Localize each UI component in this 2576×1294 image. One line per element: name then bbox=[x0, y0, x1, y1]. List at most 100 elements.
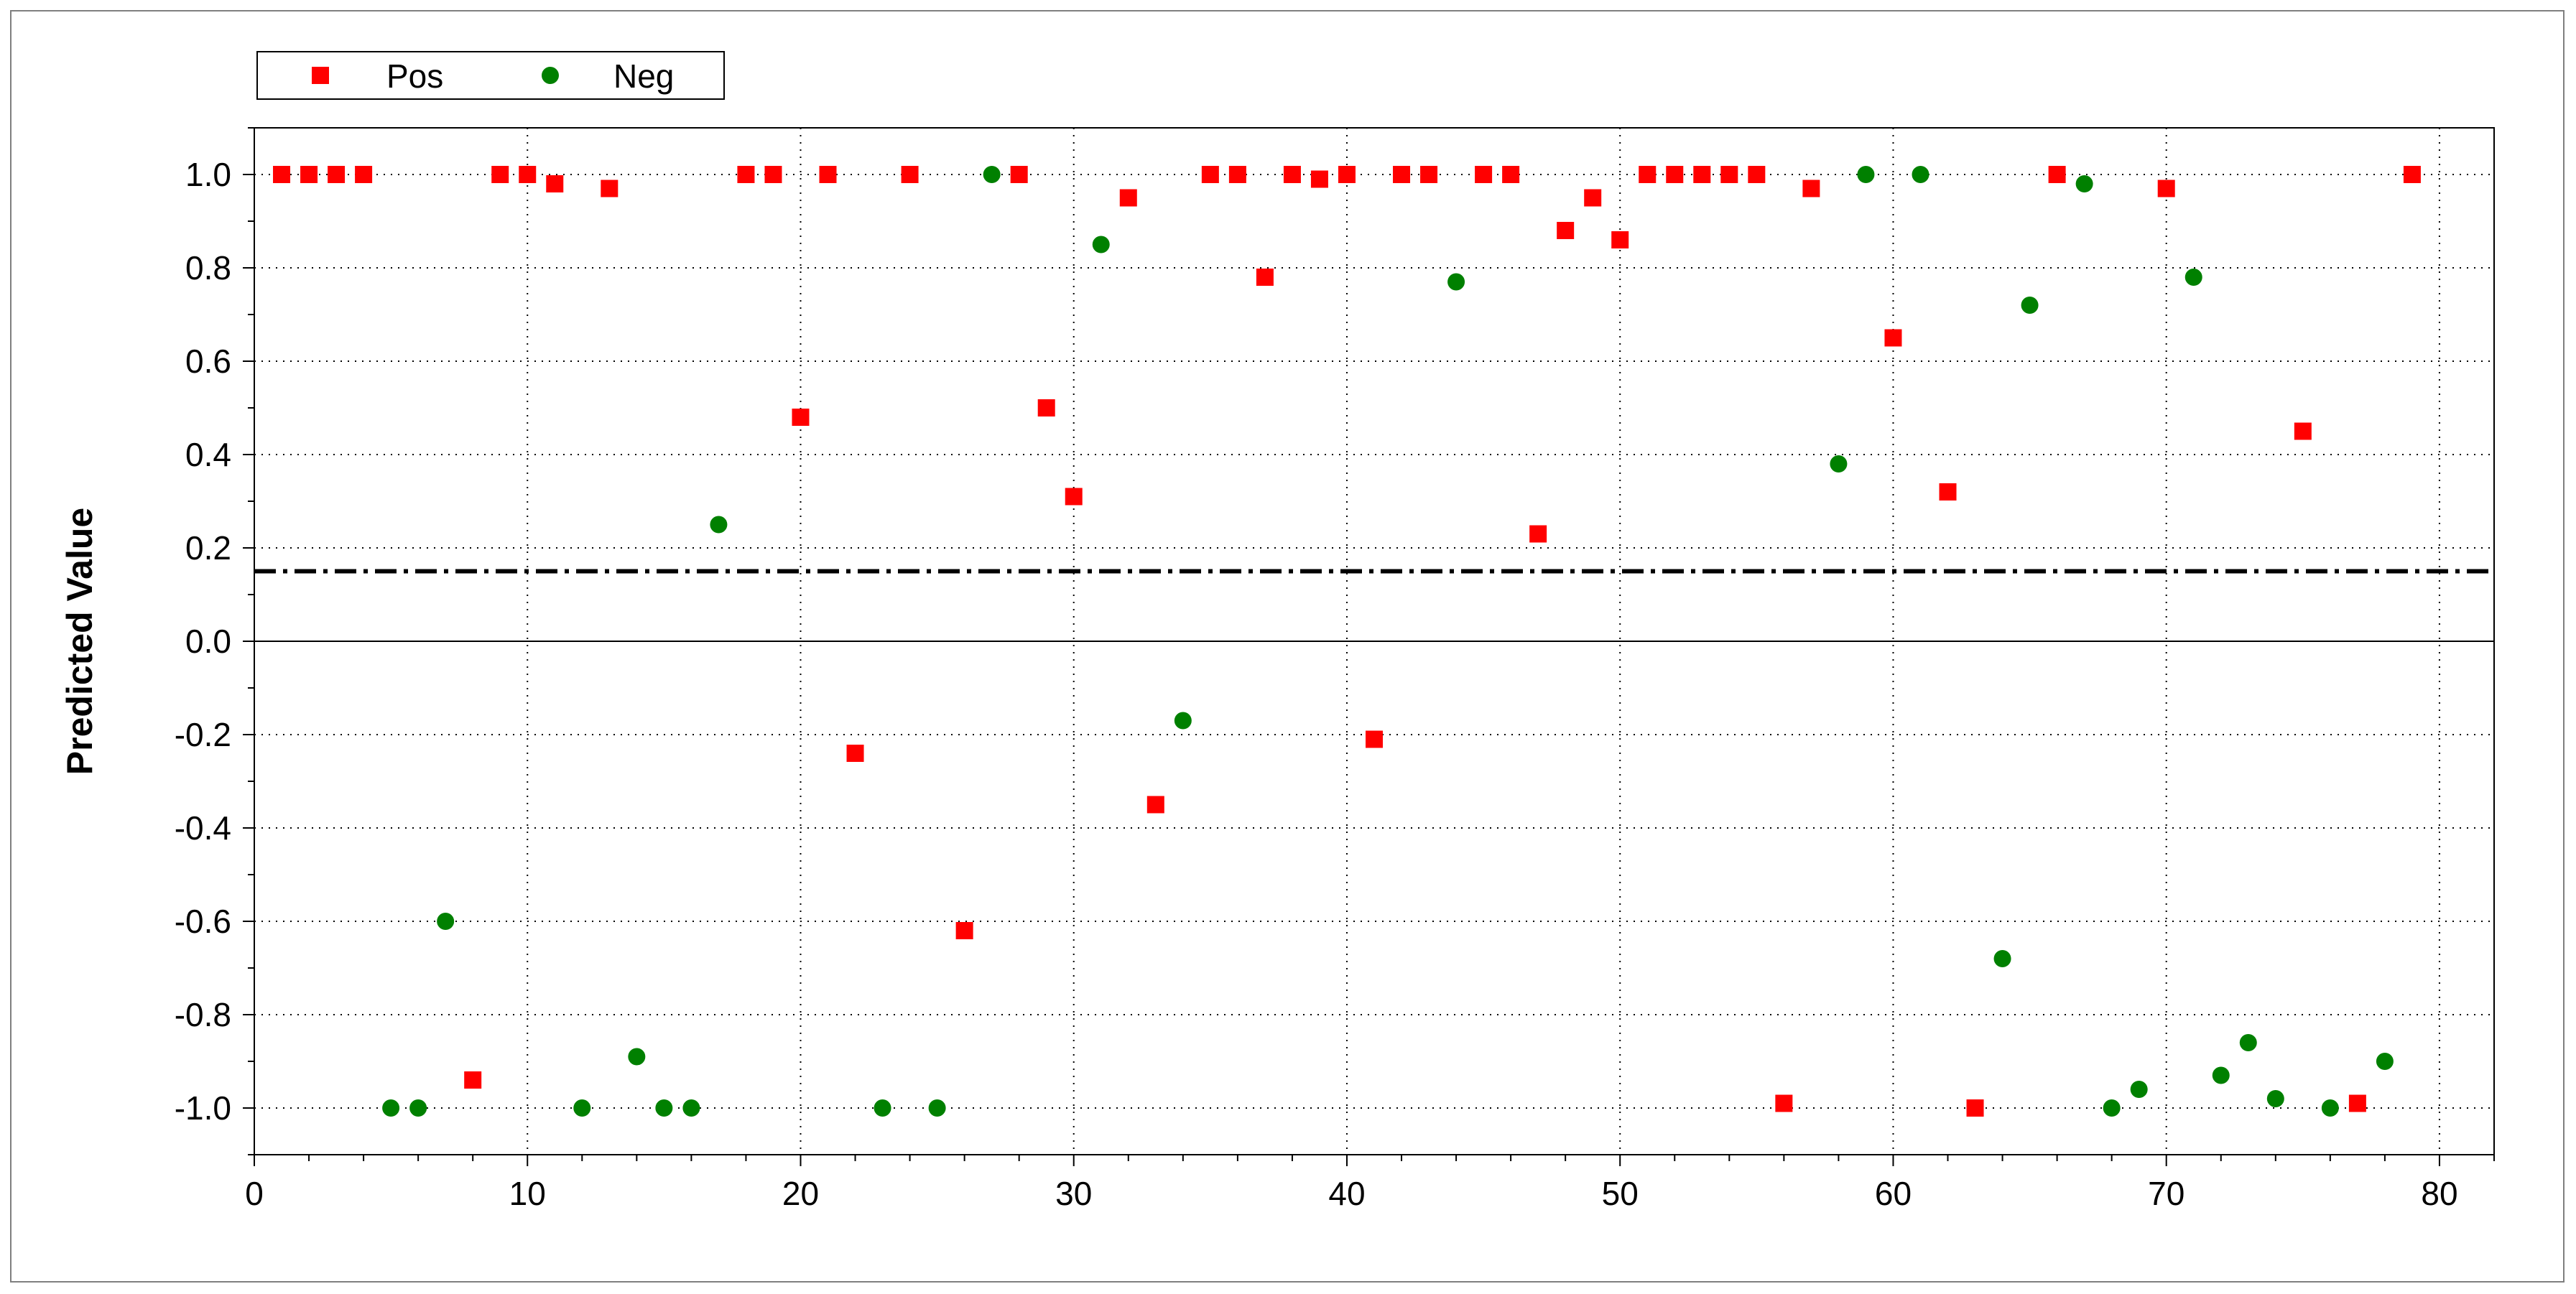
data-point-neg bbox=[628, 1048, 646, 1066]
y-tick-label: 0.4 bbox=[185, 436, 231, 473]
legend: Pos Neg bbox=[256, 51, 725, 100]
data-point-neg bbox=[1857, 166, 1875, 183]
grid-lines bbox=[254, 128, 2494, 1155]
data-point-pos bbox=[1010, 166, 1028, 183]
data-point-neg bbox=[2075, 175, 2093, 192]
data-point-pos bbox=[2157, 180, 2175, 197]
y-tick-label: -0.2 bbox=[175, 716, 231, 753]
data-point-neg bbox=[682, 1099, 700, 1117]
data-point-pos bbox=[1529, 525, 1547, 543]
data-point-neg bbox=[2130, 1081, 2148, 1098]
data-point-pos bbox=[1366, 730, 1383, 748]
data-point-pos bbox=[955, 922, 973, 939]
legend-pos-label: Pos bbox=[386, 57, 443, 95]
data-points bbox=[273, 166, 2421, 1117]
data-point-pos bbox=[1693, 166, 1711, 183]
data-point-pos bbox=[1720, 166, 1738, 183]
data-point-neg bbox=[2212, 1066, 2230, 1084]
data-point-neg bbox=[2103, 1099, 2121, 1117]
data-point-neg bbox=[1092, 236, 1110, 253]
legend-neg-label: Neg bbox=[613, 57, 674, 95]
data-point-neg bbox=[2021, 297, 2039, 314]
data-point-pos bbox=[1310, 170, 1328, 188]
data-point-pos bbox=[819, 166, 837, 183]
x-tick-label: 40 bbox=[1328, 1175, 1365, 1212]
data-point-pos bbox=[1775, 1094, 1793, 1112]
data-point-neg bbox=[2266, 1090, 2284, 1107]
data-point-neg bbox=[1447, 273, 1465, 291]
data-point-neg bbox=[874, 1099, 891, 1117]
data-point-pos bbox=[1966, 1099, 1984, 1117]
x-tick-label: 60 bbox=[1875, 1175, 1912, 1212]
data-point-pos bbox=[1584, 189, 1602, 207]
data-point-pos bbox=[1939, 483, 1957, 501]
data-point-pos bbox=[1557, 222, 1575, 239]
data-point-pos bbox=[1639, 166, 1657, 183]
axis-ticks: 0 10 20 30 40 50 60 70 80 1.0 0.8 0.6 0.4 0.2 0.0 -0.2 -… bbox=[175, 127, 2495, 1212]
data-point-pos bbox=[1502, 166, 1520, 183]
data-point-neg bbox=[1912, 166, 1929, 183]
data-point-pos bbox=[2048, 166, 2066, 183]
data-point-pos bbox=[491, 166, 509, 183]
data-point-pos bbox=[1611, 231, 1629, 248]
y-tick-label: 0.2 bbox=[185, 529, 231, 567]
data-point-pos bbox=[2294, 422, 2312, 440]
data-point-neg bbox=[2376, 1053, 2394, 1070]
y-tick-label: -0.8 bbox=[175, 996, 231, 1033]
x-tick-label: 70 bbox=[2148, 1175, 2184, 1212]
data-point-neg bbox=[1993, 950, 2011, 967]
data-point-neg bbox=[2321, 1099, 2339, 1117]
x-tick-label: 30 bbox=[1055, 1175, 1092, 1212]
data-point-pos bbox=[1065, 488, 1083, 506]
data-point-pos bbox=[464, 1071, 482, 1089]
x-tick-label: 50 bbox=[1602, 1175, 1639, 1212]
data-point-neg bbox=[710, 516, 728, 534]
data-point-pos bbox=[901, 166, 919, 183]
data-point-pos bbox=[300, 166, 318, 183]
y-tick-label: 0.6 bbox=[185, 343, 231, 380]
data-point-pos bbox=[1666, 166, 1684, 183]
data-point-pos bbox=[1146, 796, 1164, 814]
data-point-neg bbox=[928, 1099, 946, 1117]
data-point-pos bbox=[1748, 166, 1766, 183]
data-point-pos bbox=[546, 175, 564, 192]
data-point-pos bbox=[1037, 399, 1055, 416]
data-point-pos bbox=[273, 166, 291, 183]
data-point-neg bbox=[1174, 712, 1192, 730]
data-point-pos bbox=[1228, 166, 1246, 183]
data-point-pos bbox=[519, 166, 537, 183]
data-point-pos bbox=[1283, 166, 1301, 183]
scatter-chart: 0 10 20 30 40 50 60 70 80 1.0 0.8 0.6 0.4 0.2 0.0 -0.2 -… bbox=[60, 51, 2495, 1212]
data-point-pos bbox=[1201, 166, 1219, 183]
y-axis-title: Predicted Value bbox=[60, 508, 100, 775]
data-point-neg bbox=[409, 1099, 427, 1117]
x-tick-label: 80 bbox=[2421, 1175, 2457, 1212]
data-point-neg bbox=[1830, 455, 1848, 473]
data-point-pos bbox=[1119, 189, 1137, 207]
data-point-pos bbox=[328, 166, 346, 183]
data-point-pos bbox=[737, 166, 755, 183]
data-point-neg bbox=[573, 1099, 591, 1117]
y-tick-label: 0.8 bbox=[185, 249, 231, 287]
data-point-neg bbox=[655, 1099, 673, 1117]
data-point-pos bbox=[1256, 269, 1274, 286]
data-point-neg bbox=[382, 1099, 400, 1117]
data-point-neg bbox=[2184, 269, 2202, 286]
data-point-pos bbox=[1475, 166, 1493, 183]
data-point-pos bbox=[601, 180, 618, 197]
chart-frame: 0 10 20 30 40 50 60 70 80 1.0 0.8 0.6 0.4 0.2 0.0 -0.2 -… bbox=[10, 10, 2565, 1283]
data-point-pos bbox=[764, 166, 782, 183]
legend-box bbox=[256, 51, 725, 100]
legend-neg-marker bbox=[542, 67, 559, 84]
data-point-pos bbox=[1393, 166, 1411, 183]
x-tick-label: 10 bbox=[509, 1175, 546, 1212]
data-point-neg bbox=[983, 166, 1001, 183]
y-tick-label: 0.0 bbox=[185, 623, 231, 660]
data-point-pos bbox=[2348, 1094, 2366, 1112]
y-tick-label: 1.0 bbox=[185, 156, 231, 193]
data-point-pos bbox=[2403, 166, 2421, 183]
data-point-pos bbox=[1802, 180, 1820, 197]
y-tick-label: -0.4 bbox=[175, 809, 231, 847]
legend-pos-marker bbox=[312, 67, 329, 84]
y-tick-label: -0.6 bbox=[175, 903, 231, 940]
